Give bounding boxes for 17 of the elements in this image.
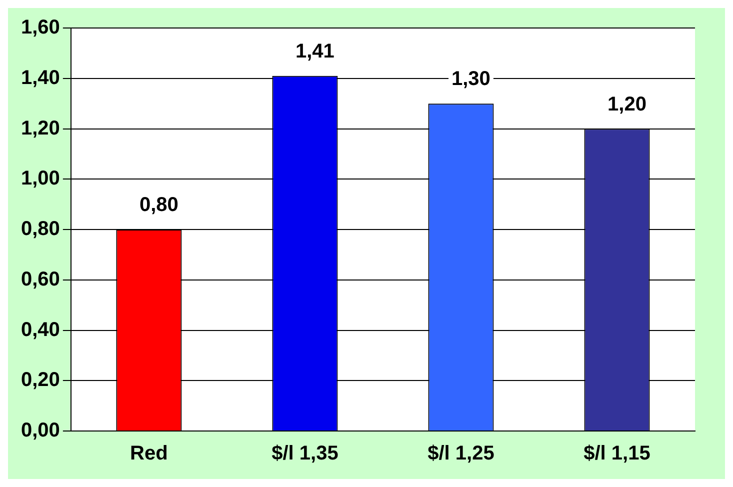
data-label: 0,80 — [139, 194, 178, 216]
x-tick-label: $/l 1,15 — [584, 442, 650, 465]
data-label: 1,20 — [608, 93, 646, 116]
y-tick-label: 1,00 — [20, 168, 60, 190]
y-tick-label: 1,60 — [20, 16, 60, 39]
y-tick-label: 0,60 — [20, 268, 60, 290]
data-label: 1,41 — [295, 40, 334, 62]
y-tick-label: 0,00 — [20, 420, 60, 442]
y-tick-label: 0,80 — [20, 218, 60, 240]
y-tick-label: 0,20 — [20, 369, 60, 392]
y-tick-label: 0,40 — [20, 318, 60, 341]
x-tick-label: Red — [130, 442, 168, 465]
y-tick-label: 1,20 — [20, 117, 60, 140]
x-tick-label: $/l 1,25 — [428, 442, 494, 465]
y-tick-label: 1,40 — [20, 66, 60, 89]
data-label: 1,30 — [452, 68, 490, 90]
x-tick-label: $/l 1,35 — [272, 442, 338, 465]
